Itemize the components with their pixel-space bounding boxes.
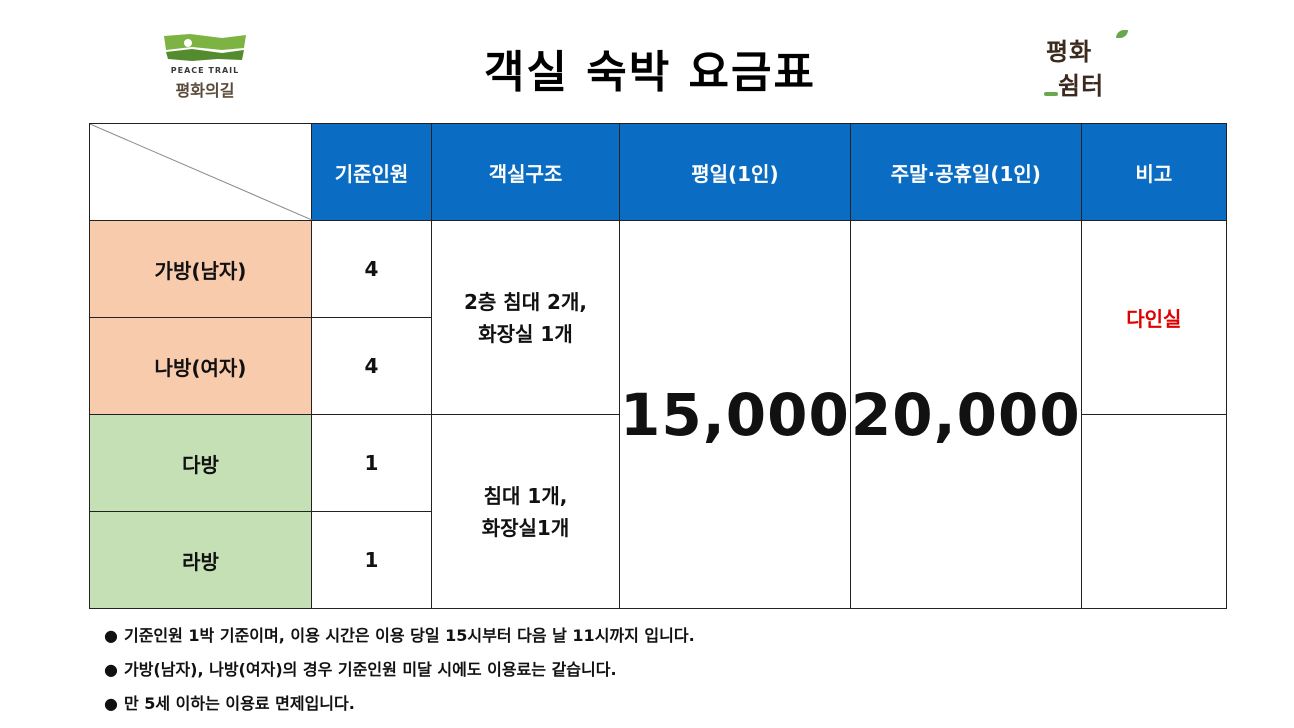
- note-text: 가방(남자), 나방(여자)의 경우 기준인원 미달 시에도 이용료는 같습니다…: [123, 660, 617, 679]
- weekday-price: 15,000: [619, 220, 851, 609]
- weekend-price: 20,000: [849, 220, 1082, 609]
- capacity-cell: 4: [311, 317, 432, 415]
- room-name: 라방: [89, 511, 312, 609]
- room-name: 가방(남자): [89, 220, 312, 318]
- bullet-icon: ●: [104, 626, 118, 645]
- bullet-icon: ●: [104, 660, 118, 679]
- logo-right-line1: 평화: [1046, 38, 1093, 66]
- structure-b-line2: 화장실1개: [481, 515, 570, 540]
- rate-table: 기준인원 객실구조 평일(1인) 주말·공휴일(1인) 비고 가방(남자) 4 …: [89, 123, 1227, 609]
- note-text: 만 5세 이하는 이용료 면제입니다.: [123, 694, 355, 713]
- table-row: 나방(여자) 4: [89, 317, 1227, 415]
- remark-cell: 다인실: [1080, 220, 1227, 415]
- capacity-cell: 4: [311, 220, 432, 318]
- diagonal-corner-cell: [89, 123, 312, 221]
- header-weekend: 주말·공휴일(1인): [849, 123, 1082, 221]
- capacity-cell: 1: [311, 414, 432, 512]
- remark-empty-cell: [1080, 414, 1227, 609]
- logo-right-line2: 쉼터: [1058, 72, 1105, 100]
- note-item: ● 기준인원 1박 기준이며, 이용 시간은 이용 당일 15시부터 다음 날 1…: [104, 624, 695, 658]
- structure-cell-a: 2층 침대 2개, 화장실 1개: [431, 220, 620, 415]
- structure-a-line2: 화장실 1개: [478, 321, 573, 346]
- table-header-row: 기준인원 객실구조 평일(1인) 주말·공휴일(1인) 비고: [89, 123, 1227, 221]
- header-weekday: 평일(1인): [619, 123, 851, 221]
- table-row: 가방(남자) 4 2층 침대 2개, 화장실 1개 15,000 20,000 …: [89, 220, 1227, 609]
- notes-list: ● 기준인원 1박 기준이며, 이용 시간은 이용 당일 15시부터 다음 날 1…: [104, 624, 695, 726]
- structure-a-line1: 2층 침대 2개,: [464, 289, 587, 314]
- peace-trail-text: PEACE TRAIL: [170, 66, 240, 75]
- capacity-cell: 1: [311, 511, 432, 609]
- structure-b-line1: 침대 1개,: [483, 483, 568, 508]
- note-text: 기준인원 1박 기준이며, 이용 시간은 이용 당일 15시부터 다음 날 11…: [123, 626, 695, 645]
- room-name: 나방(여자): [89, 317, 312, 415]
- header-remark: 비고: [1080, 123, 1227, 221]
- bullet-icon: ●: [104, 694, 118, 713]
- peace-shelter-logo: 평화 쉼터: [1040, 30, 1140, 100]
- peace-trail-name: 평화의길: [175, 81, 235, 100]
- room-name: 다방: [89, 414, 312, 512]
- dmz-logo-icon: [164, 34, 246, 61]
- note-item: ● 가방(남자), 나방(여자)의 경우 기준인원 미달 시에도 이용료는 같습니…: [104, 658, 695, 692]
- diagonal-line: [90, 124, 312, 220]
- page-title: 객실 숙박 요금표: [484, 47, 816, 98]
- header-capacity: 기준인원: [311, 123, 432, 221]
- dmz-peace-trail-logo: PEACE TRAIL 평화의길: [160, 30, 250, 100]
- header-structure: 객실구조: [431, 123, 620, 221]
- table-row: 다방 1 침대 1개, 화장실1개: [89, 414, 1227, 609]
- note-item: ● 만 5세 이하는 이용료 면제입니다.: [104, 692, 695, 726]
- leaf-icon: [1116, 30, 1128, 38]
- table-row: 라방 1: [89, 511, 1227, 609]
- structure-cell-b: 침대 1개, 화장실1개: [431, 414, 620, 609]
- leaf-stroke-icon: [1044, 92, 1058, 96]
